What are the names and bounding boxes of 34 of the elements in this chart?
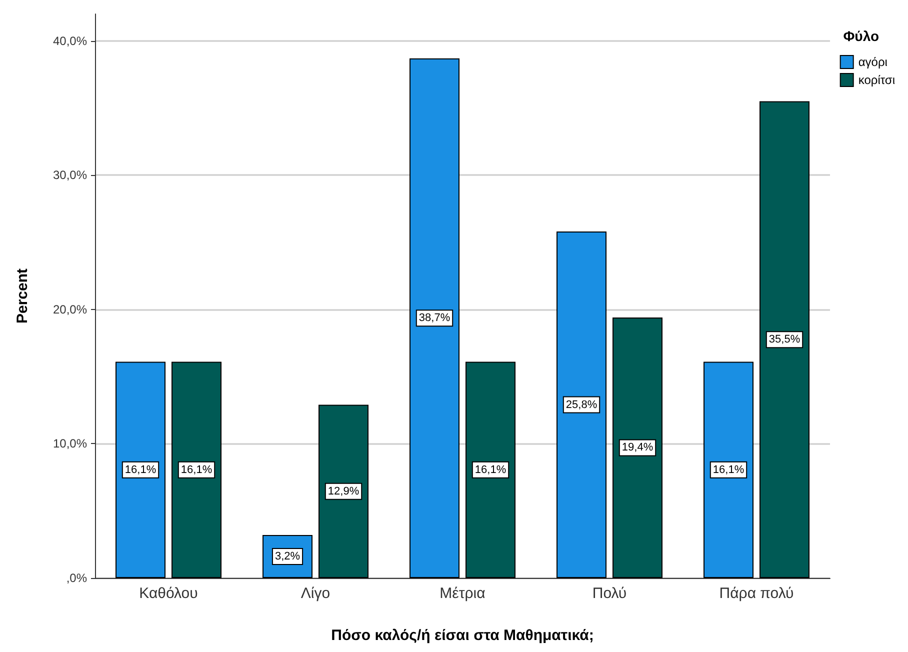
- x-tick-label: Πάρα πολύ: [719, 585, 794, 602]
- y-tick-label: 30,0%: [52, 168, 88, 182]
- data-label: 3,2%: [274, 550, 300, 563]
- y-tick-label: ,0%: [66, 571, 88, 585]
- bar: [704, 362, 754, 578]
- x-tick-label: Λίγο: [300, 585, 330, 602]
- legend-label: κορίτσι: [858, 73, 896, 87]
- bar: [116, 362, 166, 578]
- y-tick-label: 40,0%: [52, 34, 88, 48]
- legend-label: αγόρι: [858, 55, 888, 69]
- data-label: 16,1%: [180, 464, 212, 476]
- data-label: 12,9%: [328, 485, 360, 498]
- bar: [556, 232, 606, 578]
- bar: [410, 58, 460, 578]
- bar: [612, 317, 662, 578]
- data-label: 19,4%: [622, 442, 654, 454]
- x-tick-label: Καθόλου: [139, 585, 198, 602]
- data-label: 16,1%: [712, 464, 744, 476]
- bar: [172, 362, 222, 578]
- x-axis-title: Πόσο καλός/ή είσαι στα Μαθηματικά;: [331, 627, 594, 644]
- y-tick-label: 20,0%: [52, 302, 88, 316]
- x-tick-label: Πολύ: [592, 585, 627, 602]
- data-label: 38,7%: [418, 312, 450, 324]
- bar: [760, 101, 810, 578]
- data-label: 35,5%: [768, 334, 800, 346]
- y-axis-title: Percent: [14, 268, 31, 324]
- bar: [466, 362, 516, 578]
- data-label: 16,1%: [124, 464, 156, 476]
- legend-title: Φύλο: [843, 28, 880, 44]
- bar: [318, 404, 368, 578]
- data-label: 16,1%: [474, 464, 506, 476]
- data-label: 25,8%: [566, 398, 598, 411]
- x-tick-label: Μέτρια: [440, 585, 486, 602]
- y-tick-label: 10,0%: [52, 436, 88, 451]
